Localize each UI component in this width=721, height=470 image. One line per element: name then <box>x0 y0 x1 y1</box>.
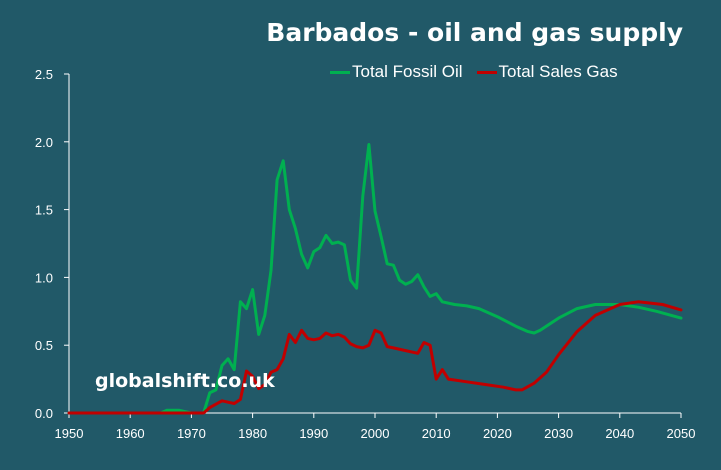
x-tick-label: 1980 <box>238 426 267 441</box>
x-tick-label: 1960 <box>116 426 145 441</box>
legend-swatch-gas <box>476 70 497 74</box>
x-tick-label: 1950 <box>55 426 84 441</box>
y-tick-label: 1.0 <box>35 270 53 285</box>
x-axis: 1950 1960 1970 1980 1990 2000 2010 2020 2030 2040… <box>55 412 696 441</box>
y-axis: 0.0 0.5 1.0 1.5 2.0 2.5 <box>35 67 70 421</box>
x-tick-label: 2040 <box>605 426 634 441</box>
legend-item-gas: Total Sales Gas <box>476 62 618 82</box>
y-tick-label: 1.5 <box>35 203 53 218</box>
y-tick-label: 2.0 <box>35 135 53 150</box>
y-tick-label: 2.5 <box>35 67 53 82</box>
legend-label-oil: Total Fossil Oil <box>352 62 463 81</box>
x-tick-label: 1990 <box>299 426 328 441</box>
x-tick-label: 2030 <box>544 426 573 441</box>
chart-title: Barbados - oil and gas supply <box>266 18 683 47</box>
series-layer <box>67 143 683 415</box>
y-tick-label: 0.5 <box>35 338 53 353</box>
y-tick-label: 0.0 <box>35 406 53 421</box>
legend-item-oil: Total Fossil Oil <box>330 62 463 82</box>
x-tick-label: 2050 <box>667 426 696 441</box>
series-line-oil <box>67 143 683 415</box>
series-line-gas <box>67 300 683 415</box>
legend-swatch-oil <box>330 70 350 74</box>
x-tick-label: 2020 <box>483 426 512 441</box>
chart-legend: Total Fossil Oil Total Sales Gas <box>330 62 632 82</box>
watermark-text: globalshift.co.uk <box>95 370 275 392</box>
x-tick-label: 1970 <box>177 426 206 441</box>
x-tick-label: 2000 <box>361 426 390 441</box>
legend-label-gas: Total Sales Gas <box>498 62 618 81</box>
x-tick-label: 2010 <box>422 426 451 441</box>
